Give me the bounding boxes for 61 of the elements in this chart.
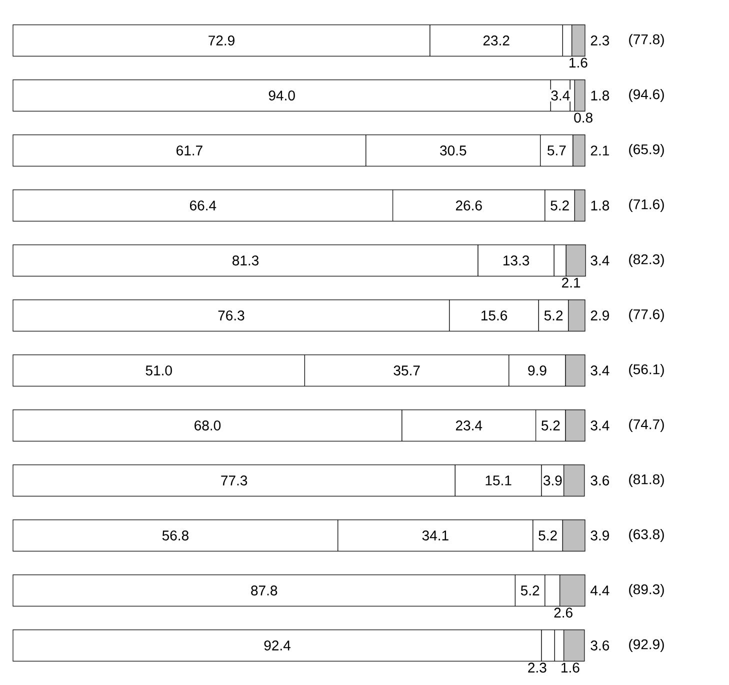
data-label: 3.4 bbox=[551, 90, 570, 100]
data-label: 81.3 bbox=[232, 256, 259, 266]
text: (82.3) bbox=[629, 254, 664, 268]
text: (92.9) bbox=[629, 638, 664, 652]
data-label: 13.3 bbox=[504, 256, 530, 266]
data-label: 3.9 bbox=[543, 476, 562, 486]
data-label: 30.5 bbox=[440, 146, 466, 156]
data-label: 3.4 bbox=[590, 256, 610, 266]
data-label: 2.1 bbox=[562, 278, 580, 288]
data-label: 2.3 bbox=[590, 36, 610, 46]
data-label: 23.4 bbox=[456, 420, 482, 430]
data-label: 77.3 bbox=[221, 476, 248, 486]
data-label: 5.2 bbox=[542, 420, 560, 430]
data-label: 56.8 bbox=[162, 530, 188, 540]
text: (89.3) bbox=[629, 584, 664, 598]
data-label: 9.9 bbox=[528, 366, 546, 376]
data-label: 5.2 bbox=[544, 310, 563, 320]
text: (74.7) bbox=[629, 418, 664, 432]
data-label: 2.3 bbox=[528, 662, 546, 673]
data-label: 4.4 bbox=[590, 586, 610, 596]
data-label: 5.7 bbox=[548, 146, 566, 156]
text: (63.8) bbox=[629, 528, 664, 542]
data-label: 2.1 bbox=[590, 146, 609, 156]
data-label: 3.6 bbox=[590, 640, 610, 650]
data-label: 3.6 bbox=[590, 476, 610, 486]
data-label: 15.1 bbox=[486, 476, 512, 486]
data-label: 15.6 bbox=[481, 310, 508, 320]
data-label: 68.0 bbox=[194, 420, 221, 430]
data-label: 2.6 bbox=[554, 608, 572, 618]
data-label: 1.8 bbox=[591, 90, 610, 100]
data-label: 3.4 bbox=[590, 366, 610, 376]
data-label: 92.4 bbox=[264, 640, 290, 650]
data-label: 76.3 bbox=[218, 310, 244, 320]
data-label: 3.9 bbox=[590, 530, 609, 540]
text: (65.9) bbox=[629, 144, 664, 158]
data-label: 1.6 bbox=[570, 58, 588, 68]
text: (71.6) bbox=[629, 198, 664, 212]
text: (56.1) bbox=[629, 364, 664, 378]
data-label: 87.8 bbox=[251, 586, 278, 596]
bar bbox=[574, 80, 586, 112]
data-label: 66.4 bbox=[190, 200, 216, 210]
data-label: 5.2 bbox=[520, 586, 540, 596]
data-label: 23.2 bbox=[483, 36, 510, 46]
data-label: 34.1 bbox=[422, 530, 448, 540]
data-label: 3.4 bbox=[590, 420, 610, 430]
data-label: 0.8 bbox=[574, 112, 592, 123]
data-label: 5.2 bbox=[538, 530, 557, 540]
data-label: 61.7 bbox=[176, 146, 202, 156]
data-label: 5.2 bbox=[550, 200, 569, 210]
text: (77.6) bbox=[629, 308, 664, 322]
data-label: 94.0 bbox=[268, 90, 295, 100]
text: (81.8) bbox=[629, 474, 664, 488]
data-label: 1.8 bbox=[591, 200, 610, 210]
data-label: 26.6 bbox=[456, 200, 482, 210]
data-label: 1.6 bbox=[562, 662, 580, 673]
text: (77.8) bbox=[629, 34, 664, 48]
data-label: 2.9 bbox=[590, 310, 609, 320]
data-label: 51.0 bbox=[146, 366, 172, 376]
data-label: 72.9 bbox=[208, 36, 234, 46]
data-label: 35.7 bbox=[394, 366, 420, 376]
text: (94.6) bbox=[629, 88, 664, 102]
